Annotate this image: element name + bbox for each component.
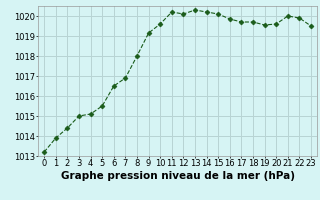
X-axis label: Graphe pression niveau de la mer (hPa): Graphe pression niveau de la mer (hPa) [60,171,295,181]
